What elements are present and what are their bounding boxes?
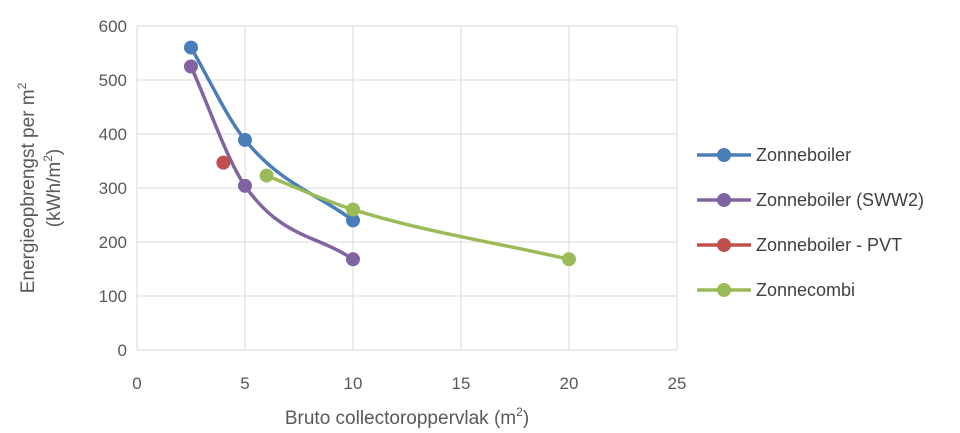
series-3 — [259, 168, 576, 267]
series-1 — [184, 59, 360, 267]
y-tick-label: 300 — [99, 179, 127, 198]
data-point — [184, 40, 198, 55]
x-tick-label: 20 — [560, 374, 579, 393]
legend-label: Zonneboiler (SWW2) — [756, 190, 924, 210]
x-tick-label: 5 — [240, 374, 249, 393]
legend-item: Zonneboiler (SWW2) — [697, 190, 924, 210]
data-point — [562, 252, 576, 267]
y-tick-label: 0 — [118, 341, 127, 360]
x-axis-ticks: 0 5 10 15 20 25 — [132, 374, 686, 393]
legend-item: Zonneboiler — [697, 145, 851, 165]
y-tick-label: 500 — [99, 71, 127, 90]
grid — [136, 25, 678, 351]
legend-marker — [717, 283, 731, 297]
x-axis-title: Bruto collectoroppervlak (m2) — [285, 405, 529, 429]
legend-item: Zonnecombi — [697, 280, 855, 300]
y-tick-label: 600 — [99, 17, 127, 36]
legend-item: Zonneboiler - PVT — [697, 235, 902, 255]
legend-label: Zonneboiler - PVT — [756, 235, 902, 255]
legend-label: Zonnecombi — [756, 280, 855, 300]
series-line — [264, 173, 571, 262]
legend: Zonneboiler Zonneboiler (SWW2) Zonneboiler… — [697, 145, 924, 300]
y-axis-ticks: 0 100 200 300 400 500 600 — [99, 17, 127, 360]
x-tick-label: 10 — [344, 374, 363, 393]
data-point — [346, 202, 360, 217]
legend-marker — [717, 193, 731, 207]
data-point — [346, 213, 360, 228]
svg-text:(kWh/m2): (kWh/m2) — [41, 149, 65, 227]
y-tick-label: 100 — [99, 287, 127, 306]
series-0 — [184, 40, 360, 228]
legend-label: Zonneboiler — [756, 145, 851, 165]
svg-text:Energieopbrengst per m2: Energieopbrengst per m2 — [15, 82, 39, 293]
legend-marker — [717, 148, 731, 162]
x-tick-label: 25 — [668, 374, 687, 393]
x-tick-label: 15 — [452, 374, 471, 393]
x-tick-label: 0 — [132, 374, 141, 393]
y-tick-label: 200 — [99, 233, 127, 252]
legend-marker — [717, 238, 731, 252]
data-point — [238, 178, 252, 193]
series-2 — [216, 155, 231, 170]
data-point — [216, 155, 231, 170]
data-point — [346, 252, 360, 267]
data-point — [238, 132, 252, 147]
series-layer — [184, 40, 576, 267]
y-axis-title: Energieopbrengst per m2 (kWh/m2) — [15, 82, 65, 293]
data-point — [259, 168, 274, 183]
data-point — [184, 59, 198, 74]
y-tick-label: 400 — [99, 125, 127, 144]
